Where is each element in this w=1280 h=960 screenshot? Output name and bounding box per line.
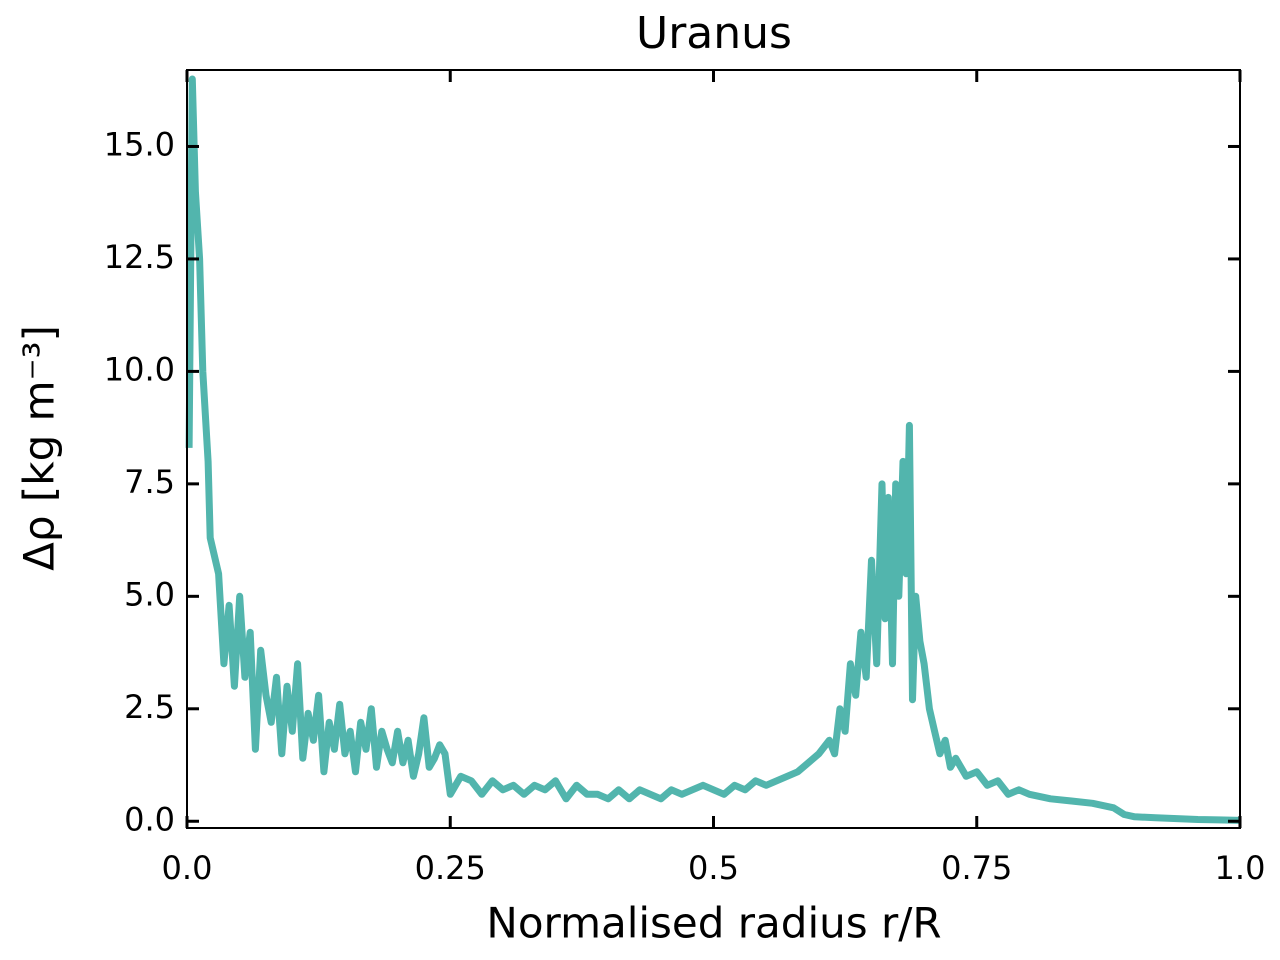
x-tick-label: 0.25 [415, 849, 486, 887]
y-tick-label: 15.0 [104, 125, 175, 163]
y-tick-label: 12.5 [104, 238, 175, 276]
y-axis-label: Δρ [kg m⁻³] [15, 325, 64, 571]
x-tick-label: 0.0 [162, 849, 213, 887]
x-tick-label: 0.75 [941, 849, 1012, 887]
data-line [185, 75, 1241, 824]
y-tick-label: 0.0 [124, 800, 175, 838]
y-tick-label: 2.5 [124, 688, 175, 726]
plot-frame [186, 69, 1241, 829]
x-tick-label: 1.0 [1215, 849, 1266, 887]
x-axis-label: Normalised radius r/R [486, 899, 941, 948]
y-tick-label: 5.0 [124, 575, 175, 613]
chart-title: Uranus [636, 8, 792, 59]
y-tick-label: 10.0 [104, 350, 175, 388]
x-tick-label: 0.5 [688, 849, 739, 887]
y-tick-label: 7.5 [124, 463, 175, 501]
